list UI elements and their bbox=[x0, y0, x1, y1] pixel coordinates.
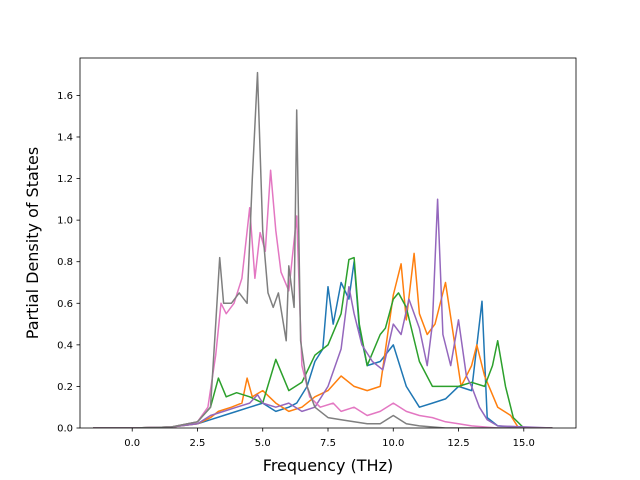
series-layer bbox=[93, 71, 553, 428]
x-axis-label: Frequency (THz) bbox=[263, 456, 393, 475]
y-tick-label: 1.4 bbox=[57, 132, 73, 143]
y-tick-label: 1.0 bbox=[57, 216, 73, 227]
series-line-3 bbox=[93, 256, 553, 428]
x-tick-label: 10.0 bbox=[382, 438, 404, 449]
x-tick-label: 5.0 bbox=[255, 438, 271, 449]
y-axis-label: Partial Density of States bbox=[23, 147, 42, 339]
series-line-1 bbox=[93, 260, 553, 428]
y-axis: 0.0 0.2 0.4 0.6 0.8 1.0 1.2 1.4 1.6 bbox=[57, 91, 80, 435]
series-line-5 bbox=[93, 169, 553, 428]
series-line-6 bbox=[93, 71, 553, 428]
series-line-2 bbox=[93, 252, 553, 428]
series-line-4 bbox=[93, 198, 553, 428]
x-tick-label: 7.5 bbox=[320, 438, 336, 449]
x-axis: 0.0 2.5 5.0 7.5 10.0 12.5 15.0 bbox=[124, 428, 535, 449]
y-tick-label: 1.6 bbox=[57, 91, 73, 102]
y-tick-label: 1.2 bbox=[57, 174, 73, 185]
y-tick-label: 0.6 bbox=[57, 299, 73, 310]
x-tick-label: 15.0 bbox=[513, 438, 535, 449]
y-tick-label: 0.2 bbox=[57, 382, 73, 393]
x-tick-label: 12.5 bbox=[447, 438, 469, 449]
y-tick-label: 0.8 bbox=[57, 257, 73, 268]
x-tick-label: 0.0 bbox=[124, 438, 140, 449]
y-tick-label: 0.0 bbox=[57, 424, 73, 435]
y-tick-label: 0.4 bbox=[57, 340, 73, 351]
x-tick-label: 2.5 bbox=[190, 438, 206, 449]
